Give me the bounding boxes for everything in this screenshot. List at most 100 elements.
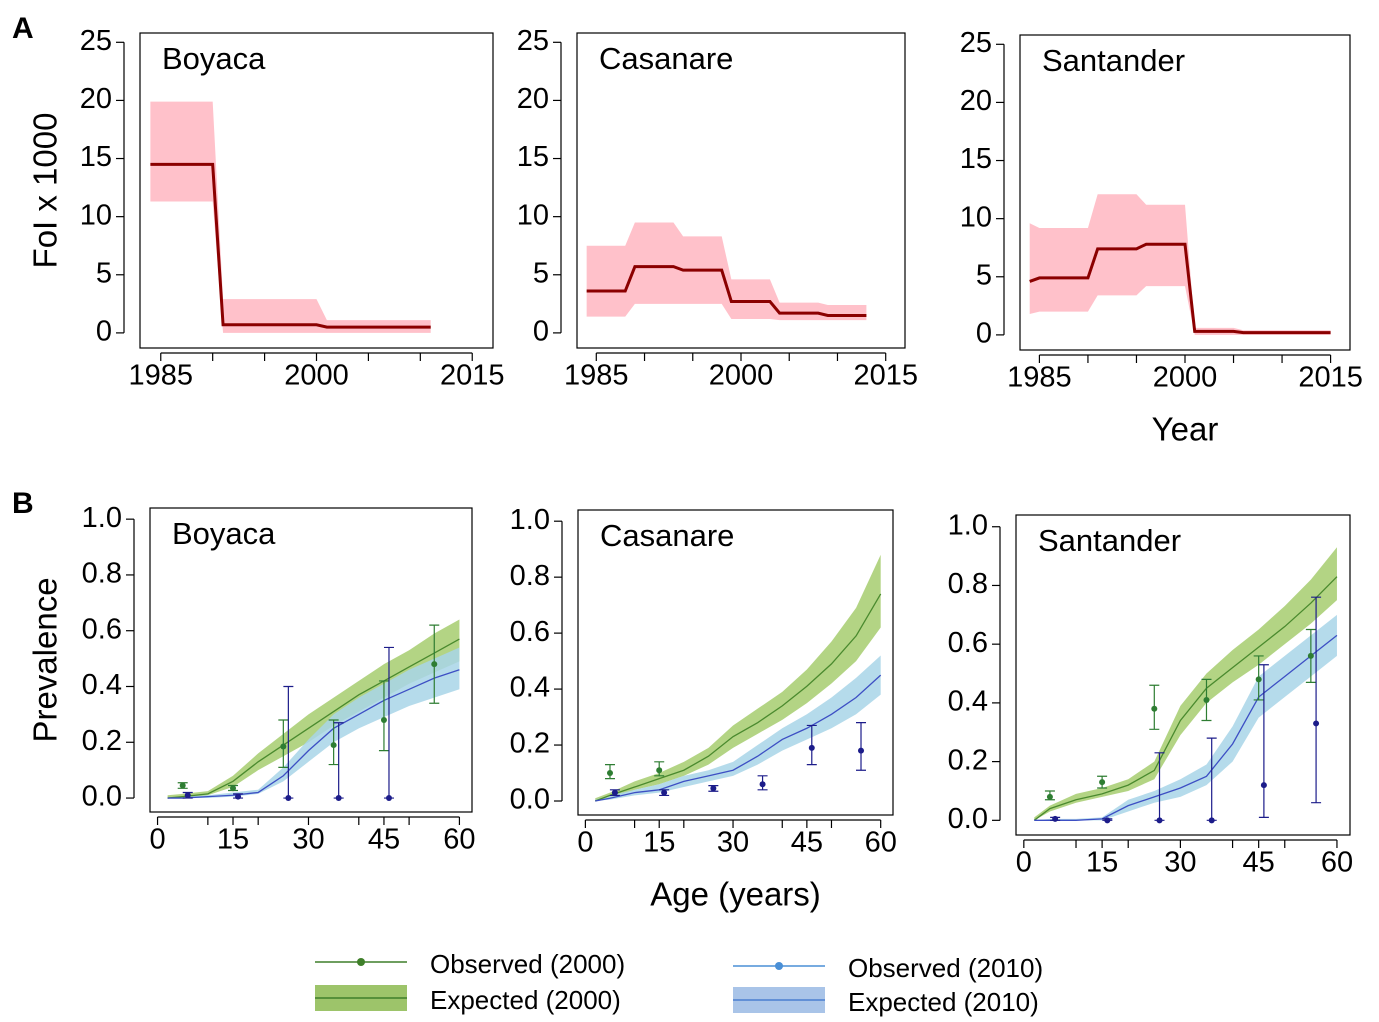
line bbox=[167, 669, 460, 799]
point bbox=[1307, 652, 1314, 659]
band bbox=[595, 554, 881, 802]
y-tick-label: 0.0 bbox=[82, 781, 122, 813]
x-tick-label: 45 bbox=[791, 827, 823, 859]
point bbox=[1104, 817, 1111, 824]
x-axis-title: Age (years) bbox=[650, 876, 821, 913]
legend-label: Observed (2010) bbox=[848, 953, 1043, 983]
plot-box bbox=[577, 509, 894, 816]
line bbox=[594, 593, 882, 802]
x-tick-label: 1985 bbox=[564, 360, 629, 392]
panel-title: Santander bbox=[1038, 523, 1181, 558]
point bbox=[808, 744, 815, 751]
panel-title: Santander bbox=[1042, 43, 1185, 78]
band bbox=[167, 647, 460, 799]
y-tick-label: 0 bbox=[533, 316, 549, 348]
point bbox=[335, 795, 342, 802]
y-tick-label: 0.2 bbox=[82, 725, 122, 757]
point bbox=[431, 661, 438, 668]
y-tick-label: 0.6 bbox=[948, 627, 988, 659]
line bbox=[1034, 634, 1338, 821]
y-tick-label: 20 bbox=[80, 83, 112, 115]
point bbox=[1260, 782, 1267, 789]
x-tick-label: 60 bbox=[865, 827, 897, 859]
x-tick-label: 30 bbox=[292, 824, 324, 856]
x-tick-label: 2000 bbox=[1153, 362, 1218, 394]
plot-box bbox=[149, 507, 473, 813]
y-tick-label: 25 bbox=[80, 25, 112, 57]
line bbox=[595, 674, 882, 802]
point bbox=[385, 795, 392, 802]
x-tick-label: 1985 bbox=[129, 360, 194, 392]
x-tick-label: 2000 bbox=[709, 360, 774, 392]
legend-label: Observed (2000) bbox=[430, 949, 625, 979]
point bbox=[1255, 676, 1262, 683]
point bbox=[1046, 793, 1053, 800]
line bbox=[1033, 576, 1338, 821]
line bbox=[167, 638, 460, 799]
y-tick-label: 1.0 bbox=[510, 504, 550, 536]
point bbox=[1156, 817, 1163, 824]
point bbox=[1151, 705, 1158, 712]
band bbox=[150, 101, 431, 333]
y-axis-title: Prevalence bbox=[27, 577, 64, 742]
y-axis-title: FoI x 1000 bbox=[27, 113, 64, 269]
point bbox=[611, 789, 618, 796]
point bbox=[280, 743, 287, 750]
band bbox=[595, 655, 881, 802]
panel-title: Boyaca bbox=[172, 516, 276, 551]
y-tick-label: 10 bbox=[517, 199, 549, 231]
y-tick-label: 15 bbox=[517, 141, 549, 173]
line bbox=[150, 162, 431, 329]
panel-title: Boyaca bbox=[162, 41, 266, 76]
legend-point bbox=[357, 958, 365, 966]
point bbox=[285, 795, 292, 802]
y-tick-label: 1.0 bbox=[948, 509, 988, 541]
error-bar bbox=[1311, 596, 1322, 804]
y-tick-label: 0.0 bbox=[948, 803, 988, 835]
y-tick-label: 20 bbox=[517, 83, 549, 115]
x-tick-label: 30 bbox=[1164, 847, 1196, 879]
x-tick-label: 0 bbox=[1016, 847, 1032, 879]
y-tick-label: 0.6 bbox=[82, 613, 122, 645]
x-tick-label: 2015 bbox=[440, 360, 505, 392]
x-tick-label: 2015 bbox=[853, 360, 918, 392]
panel-label: B bbox=[12, 487, 34, 520]
y-tick-label: 25 bbox=[517, 25, 549, 57]
y-tick-label: 10 bbox=[80, 199, 112, 231]
y-tick-label: 0.8 bbox=[948, 568, 988, 600]
y-tick-label: 20 bbox=[960, 85, 992, 117]
x-tick-label: 2000 bbox=[284, 360, 349, 392]
point bbox=[184, 792, 191, 799]
line bbox=[586, 265, 867, 317]
point bbox=[1208, 817, 1215, 824]
legend-label: Expected (2010) bbox=[848, 987, 1039, 1017]
point bbox=[1313, 720, 1320, 727]
band bbox=[1034, 614, 1337, 821]
x-tick-label: 15 bbox=[217, 824, 249, 856]
panel-title: Casanare bbox=[600, 518, 734, 553]
x-tick-label: 0 bbox=[149, 824, 165, 856]
y-tick-label: 25 bbox=[960, 27, 992, 59]
legend-point bbox=[775, 962, 783, 970]
plot-box bbox=[1015, 514, 1351, 836]
x-tick-label: 2015 bbox=[1298, 362, 1363, 394]
plot-box bbox=[576, 32, 906, 349]
plot-box bbox=[1019, 34, 1351, 351]
point bbox=[1052, 815, 1059, 822]
y-tick-label: 15 bbox=[80, 141, 112, 173]
panel-title: Casanare bbox=[599, 41, 733, 76]
point bbox=[606, 770, 613, 777]
x-tick-label: 15 bbox=[1086, 847, 1118, 879]
error-bar bbox=[378, 680, 389, 752]
x-tick-label: 60 bbox=[443, 824, 475, 856]
y-tick-label: 5 bbox=[533, 257, 549, 289]
point bbox=[230, 785, 237, 792]
y-tick-label: 0.6 bbox=[510, 616, 550, 648]
point bbox=[759, 781, 766, 788]
plot-box bbox=[139, 32, 494, 349]
y-tick-label: 0 bbox=[96, 316, 112, 348]
x-tick-label: 15 bbox=[643, 827, 675, 859]
x-tick-label: 45 bbox=[1243, 847, 1275, 879]
y-tick-label: 10 bbox=[960, 201, 992, 233]
